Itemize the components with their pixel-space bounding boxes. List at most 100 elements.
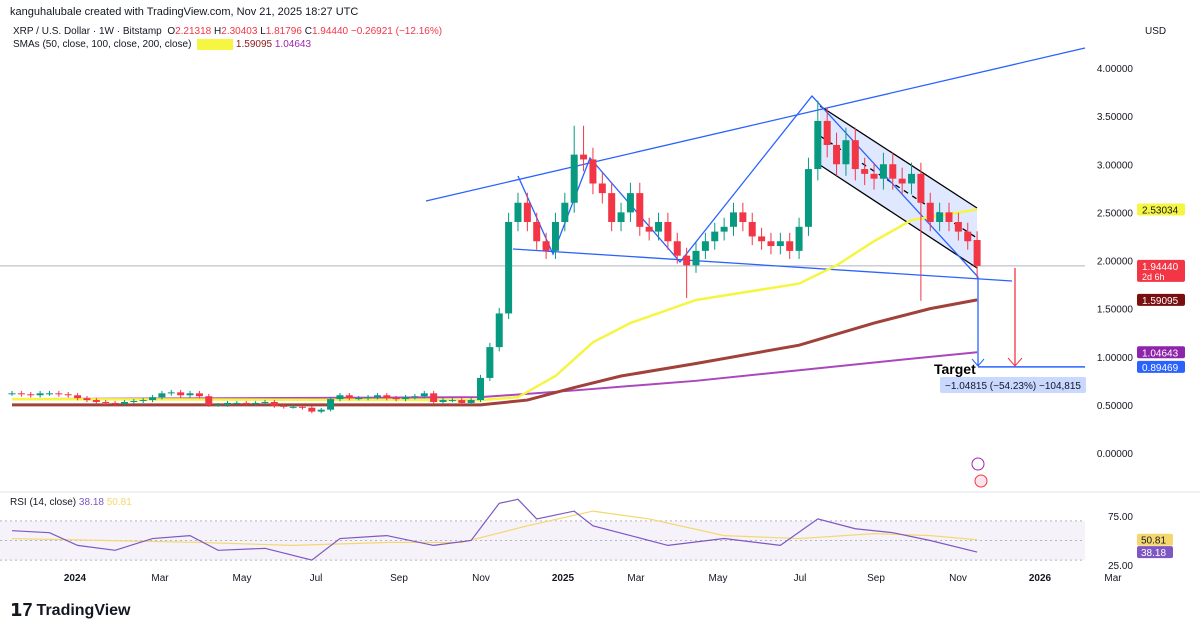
candle-body: [205, 396, 213, 405]
candle-body: [908, 173, 916, 184]
candle-body: [327, 399, 335, 410]
candle-body: [308, 407, 316, 412]
x-tick-label: May: [709, 573, 728, 584]
currency-label: USD: [1145, 26, 1166, 37]
x-tick-label: Mar: [627, 573, 645, 584]
y-tick-label: 2.00000: [1097, 257, 1134, 268]
candle-body: [402, 397, 410, 400]
arrow-head-icon: [1007, 357, 1023, 367]
candle-body: [92, 400, 100, 402]
rsi-value-label: 38.18: [1141, 548, 1166, 559]
pattern-zigzag: [517, 94, 979, 278]
y-tick-label: 4.00000: [1097, 64, 1134, 75]
candle-body: [420, 393, 428, 397]
candle-body: [795, 226, 803, 251]
candle-body: [570, 154, 578, 203]
price-label-value: 0.89469: [1142, 363, 1179, 374]
candle-body: [158, 393, 166, 398]
candle-body: [355, 398, 363, 400]
rising-trendline: [425, 47, 1086, 202]
candle-body: [551, 222, 559, 251]
candle-body: [758, 236, 766, 242]
candle-body: [495, 313, 503, 348]
candle-body: [636, 193, 644, 227]
sma100-value: 1.59095: [235, 39, 273, 50]
candle-body: [673, 241, 681, 256]
y-tick-label: 2.50000: [1097, 208, 1134, 219]
candle-body: [64, 394, 72, 396]
candle-body: [945, 212, 953, 222]
candle-body: [17, 393, 25, 395]
x-tick-label: 2025: [552, 573, 575, 584]
price-label-countdown: 2d 6h: [1142, 272, 1165, 282]
neckline: [512, 248, 1013, 282]
candle-body: [280, 405, 288, 407]
x-tick-label: Mar: [1104, 573, 1122, 584]
candle-body: [36, 393, 44, 396]
price-label-value: 1.94440: [1142, 262, 1179, 273]
candle-body: [814, 120, 822, 170]
candle-body: [608, 193, 616, 222]
arrow-head-icon: [971, 358, 985, 367]
candle-body: [729, 212, 737, 227]
rsi-ma-line: [11, 510, 978, 547]
price-label-value: 1.04643: [1142, 348, 1179, 359]
candle-body: [514, 202, 522, 222]
candle-body: [533, 222, 541, 242]
sma200-line: [11, 351, 978, 401]
y-tick-label: 3.00000: [1097, 160, 1134, 171]
candle-body: [317, 409, 325, 412]
candle-body: [336, 395, 344, 400]
candle-body: [55, 393, 63, 395]
candle-body: [102, 401, 110, 403]
sma50-line: [11, 208, 978, 402]
candle-body: [224, 402, 232, 405]
candle-body: [720, 226, 728, 232]
rsi-line: [11, 498, 978, 561]
symbol-name[interactable]: XRP / U.S. Dollar · 1W · Bitstamp: [13, 26, 162, 37]
candle-body: [345, 395, 353, 399]
candle-body: [767, 241, 775, 247]
candle-body: [870, 173, 878, 179]
candle-body: [505, 222, 513, 314]
candle-body: [364, 397, 372, 399]
candle-body: [645, 226, 653, 232]
y-tick-label: 3.50000: [1097, 112, 1134, 123]
channel-lower: [819, 164, 978, 269]
candle-body: [448, 400, 456, 402]
candle-body: [8, 393, 16, 395]
candle-body: [252, 402, 260, 404]
candle-body: [598, 183, 606, 194]
candle-body: [580, 154, 588, 160]
x-tick-label: Nov: [472, 573, 490, 584]
candle-body: [542, 241, 550, 251]
tradingview-logo[interactable]: 𝟭7 TradingView: [10, 600, 131, 620]
x-tick-label: May: [233, 573, 252, 584]
candle-body: [833, 145, 841, 165]
candle-body: [477, 377, 484, 401]
candle-body: [486, 347, 494, 378]
candle-body: [392, 398, 400, 400]
candle-body: [467, 400, 475, 403]
candle-body: [964, 231, 972, 242]
candle-body: [411, 396, 419, 398]
candle-body: [589, 159, 597, 184]
price-chart[interactable]: 4.00000 3.50000 3.00000 2.50000 2.00000 1.500…: [0, 0, 1200, 600]
candle-body: [111, 402, 119, 404]
candle-body: [617, 212, 625, 222]
x-tick-label: Sep: [867, 573, 885, 584]
price-label-badge: [1137, 203, 1185, 216]
candle-body: [655, 222, 663, 232]
chart-credit: kanguhalubale created with TradingView.c…: [10, 6, 359, 18]
candle-body: [242, 402, 250, 404]
price-label-badge: [1137, 293, 1185, 306]
y-tick-label: 0.00000: [1097, 449, 1134, 460]
candle-body: [45, 393, 53, 395]
sma200-value: 1.04643: [274, 39, 312, 50]
candle-body: [523, 202, 531, 222]
measure-label: −1.04815 (−54.23%) −104,815: [945, 381, 1081, 392]
sma-legend: SMAs (50, close, 100, close, 200, close)…: [13, 39, 312, 50]
candle-body: [851, 140, 859, 170]
candle-body: [83, 398, 91, 401]
candle-body: [776, 241, 784, 247]
